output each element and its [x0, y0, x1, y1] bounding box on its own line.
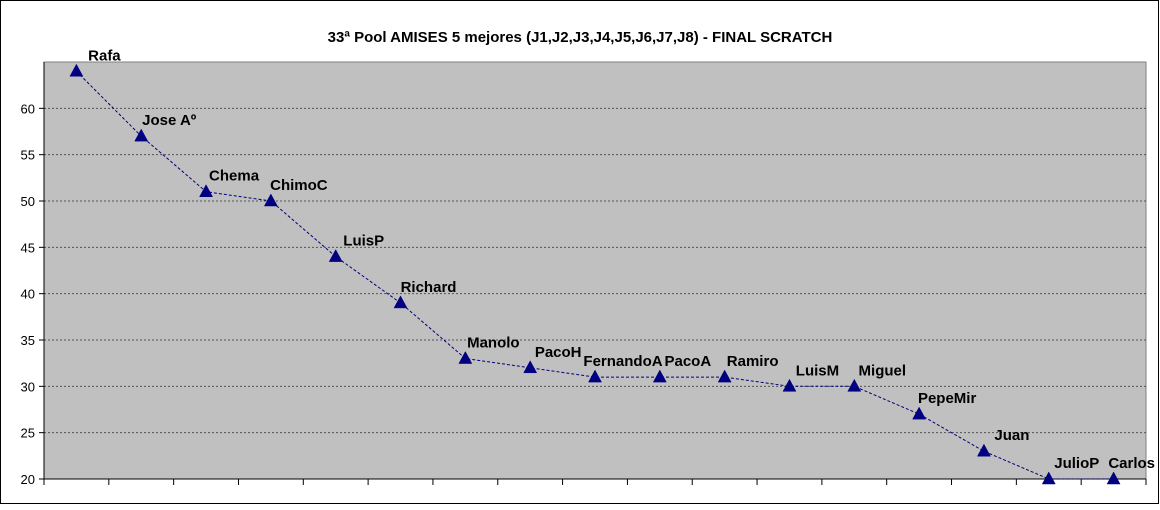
- data-point-label: Rafa: [88, 47, 121, 64]
- data-point-marker: [717, 369, 732, 383]
- data-point-label: LuisP: [343, 233, 384, 250]
- data-point-marker: [69, 63, 84, 77]
- axes: 20 25 30 35 40 45 50 55 60: [21, 62, 1147, 487]
- data-point-label: PacoH: [535, 344, 582, 361]
- data-point-label: JulioP: [1054, 455, 1099, 472]
- data-point-marker: [782, 378, 797, 392]
- data-point-marker: [328, 249, 343, 262]
- data-point-marker: [1106, 471, 1121, 485]
- data-point-marker: [393, 295, 408, 309]
- series-layer: [69, 63, 1121, 485]
- series-line: [76, 70, 1114, 480]
- y-tick-label: 30: [21, 379, 35, 394]
- data-point-marker: [458, 351, 473, 364]
- data-point-label: Chema: [209, 168, 260, 185]
- data-point-marker: [977, 443, 991, 457]
- data-point-label: FernandoA: [583, 353, 662, 370]
- data-point-marker: [912, 406, 927, 420]
- y-tick-label: 45: [21, 240, 35, 255]
- data-point-label: Richard: [401, 279, 457, 296]
- chart-title: 33ª Pool AMISES 5 mejores (J1,J2,J3,J4,J…: [328, 29, 833, 46]
- y-tick-label: 20: [21, 472, 35, 487]
- y-tick-label: 25: [21, 426, 35, 441]
- point-labels: Rafa Jose Aº Chema ChimoC LuisP Richard Manolo…: [88, 47, 1155, 472]
- data-point-label: Jose Aº: [142, 112, 197, 129]
- data-point-marker: [523, 360, 538, 374]
- data-point-marker: [588, 369, 602, 383]
- data-point-label: Ramiro: [727, 353, 779, 370]
- data-point-label: Manolo: [467, 335, 520, 352]
- data-point-label: Carlos: [1108, 455, 1155, 472]
- y-tick-label: 50: [21, 194, 35, 209]
- data-point-marker: [134, 128, 149, 142]
- data-point-label: LuisM: [796, 362, 839, 379]
- data-point-label: ChimoC: [270, 177, 328, 194]
- y-tick-label: 35: [21, 333, 35, 348]
- data-point-marker: [199, 184, 213, 197]
- plot-area: [43, 61, 1147, 480]
- data-point-marker: [1041, 471, 1056, 485]
- data-point-label: PacoA: [664, 353, 711, 370]
- y-tick-label: 40: [21, 287, 35, 302]
- y-tick-label: 55: [21, 148, 35, 163]
- data-point-marker: [652, 369, 667, 383]
- data-point-label: Juan: [994, 427, 1029, 444]
- data-point-label: Miguel: [859, 362, 907, 379]
- y-tick-label: 60: [21, 101, 35, 116]
- data-point-marker: [847, 378, 862, 392]
- data-point-label: PepeMir: [918, 390, 977, 407]
- data-point-marker: [263, 193, 278, 207]
